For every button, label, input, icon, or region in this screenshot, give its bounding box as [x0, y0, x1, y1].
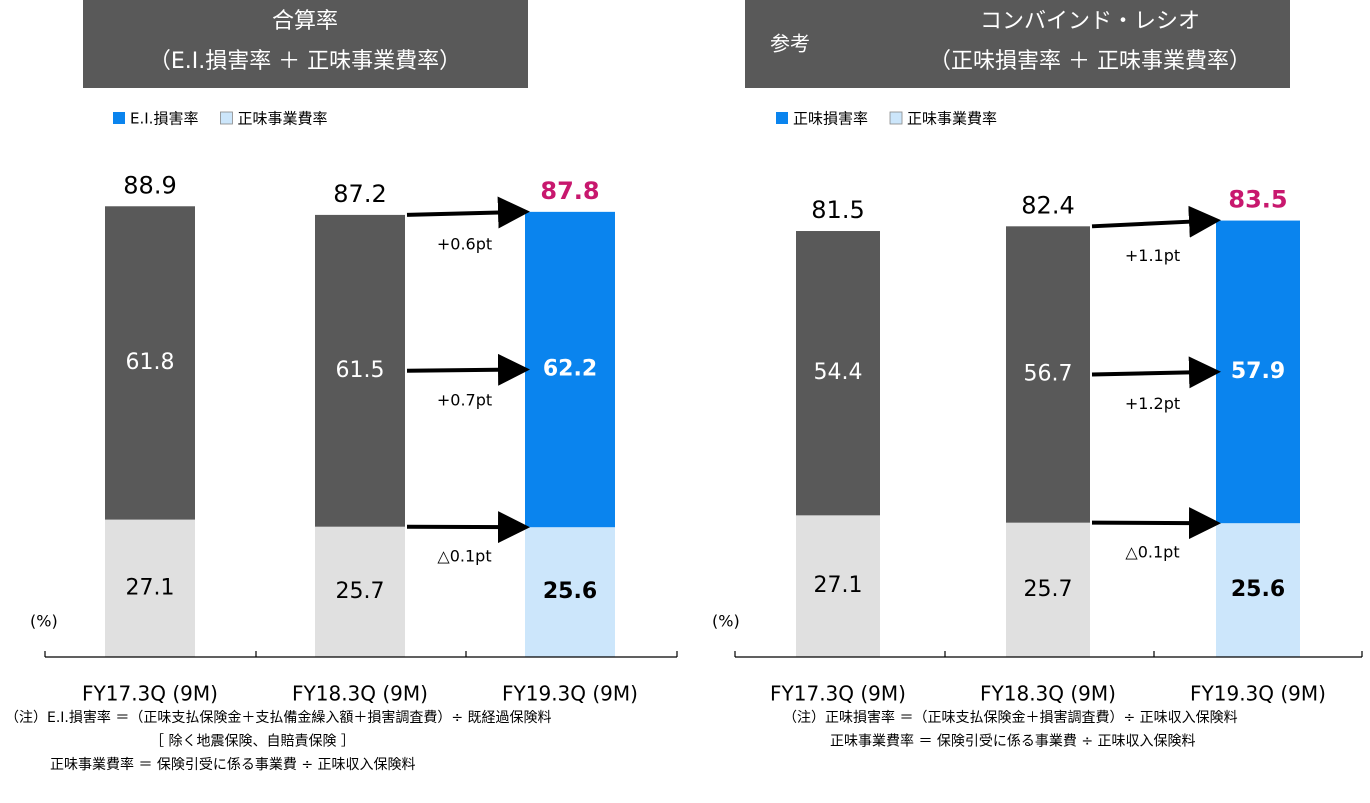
chart-subtitle: （正味損害率 ＋ 正味事業費率）	[929, 49, 1251, 74]
chart-title: コンバインド・レシオ	[980, 9, 1200, 34]
total-label: 82.4	[1021, 191, 1074, 219]
bar-segment	[105, 519, 195, 657]
bar-segment	[1006, 522, 1090, 657]
change-arrow	[1091, 205, 1221, 238]
value-label: 25.6	[1231, 577, 1285, 602]
note: 正味事業費率 ＝ 保険引受に係る事業費 ÷ 正味収入保険料	[50, 756, 416, 773]
value-label: 61.8	[126, 350, 175, 375]
x-tick-label: FY17.3Q (9M)	[770, 682, 906, 706]
value-label: 57.9	[1231, 359, 1285, 384]
value-label: 61.5	[336, 358, 385, 383]
bar-segment	[525, 527, 615, 657]
bar-segment	[315, 526, 405, 657]
bar-segment	[1006, 226, 1090, 523]
unit-label: (%)	[712, 612, 740, 631]
note: （注）正味損害率 ＝（正味支払保険金＋損害調査費）÷ 正味収入保険料	[783, 709, 1238, 726]
change-arrow	[1091, 507, 1221, 540]
unit-label: (%)	[30, 612, 58, 631]
value-label: 25.7	[1024, 577, 1073, 602]
legend-swatch	[776, 112, 788, 124]
x-tick-label: FY17.3Q (9M)	[82, 682, 218, 706]
total-label: 87.8	[540, 177, 599, 205]
bar-segment	[1216, 220, 1300, 524]
legend-label: 正味事業費率	[237, 110, 327, 128]
bar-segment	[525, 211, 615, 528]
legend-label: 正味事業費率	[907, 110, 997, 128]
change-arrow	[406, 353, 530, 386]
title-box	[745, 0, 1290, 88]
legend-swatch	[889, 111, 903, 125]
x-tick-label: FY18.3Q (9M)	[980, 682, 1116, 706]
legend-swatch	[113, 112, 125, 124]
bar-segment	[1216, 523, 1300, 657]
value-label: 62.2	[543, 357, 597, 382]
chart-title: 合算率	[272, 9, 338, 34]
legend-label: 正味損害率	[793, 110, 868, 128]
value-label: 54.4	[814, 360, 863, 385]
value-label: 27.1	[814, 573, 863, 598]
bar-segment	[796, 515, 880, 657]
value-label: 27.1	[126, 575, 175, 600]
change-label: +1.2pt	[1125, 394, 1180, 413]
value-label: 56.7	[1024, 361, 1073, 386]
title-box	[83, 0, 528, 88]
x-tick-label: FY19.3Q (9M)	[1190, 682, 1326, 706]
x-tick-label: FY19.3Q (9M)	[502, 682, 638, 706]
bar-segment	[796, 231, 880, 516]
total-label: 81.5	[811, 196, 864, 224]
total-label: 87.2	[333, 180, 386, 208]
total-label: 88.9	[123, 171, 176, 199]
note: ［ 除く地震保険、自賠責保険 ］	[150, 734, 355, 750]
note: 正味事業費率 ＝ 保険引受に係る事業費 ÷ 正味収入保険料	[830, 733, 1196, 750]
chart-subtitle: （E.I.損害率 ＋ 正味事業費率）	[149, 49, 461, 74]
change-arrow	[406, 196, 530, 229]
change-label: +0.6pt	[437, 234, 492, 253]
x-tick-label: FY18.3Q (9M)	[292, 682, 428, 706]
change-label: △0.1pt	[1125, 543, 1179, 562]
legend-swatch	[220, 111, 233, 125]
note: （注）E.I.損害率 ＝（正味支払保険金＋支払備金繰入額＋損害調査費）÷ 既経過…	[5, 709, 552, 726]
change-arrow	[1091, 356, 1221, 389]
bar-segment	[105, 206, 195, 520]
value-label: 25.6	[543, 579, 597, 604]
change-label: +0.7pt	[437, 390, 492, 409]
change-label: +1.1pt	[1125, 246, 1180, 265]
total-label: 83.5	[1228, 186, 1287, 214]
bar-segment	[315, 214, 405, 527]
change-arrow	[406, 511, 530, 544]
title-tag: 参考	[770, 32, 810, 56]
change-label: △0.1pt	[437, 547, 491, 566]
legend-label: E.I.損害率	[130, 110, 198, 128]
value-label: 25.7	[336, 579, 385, 604]
